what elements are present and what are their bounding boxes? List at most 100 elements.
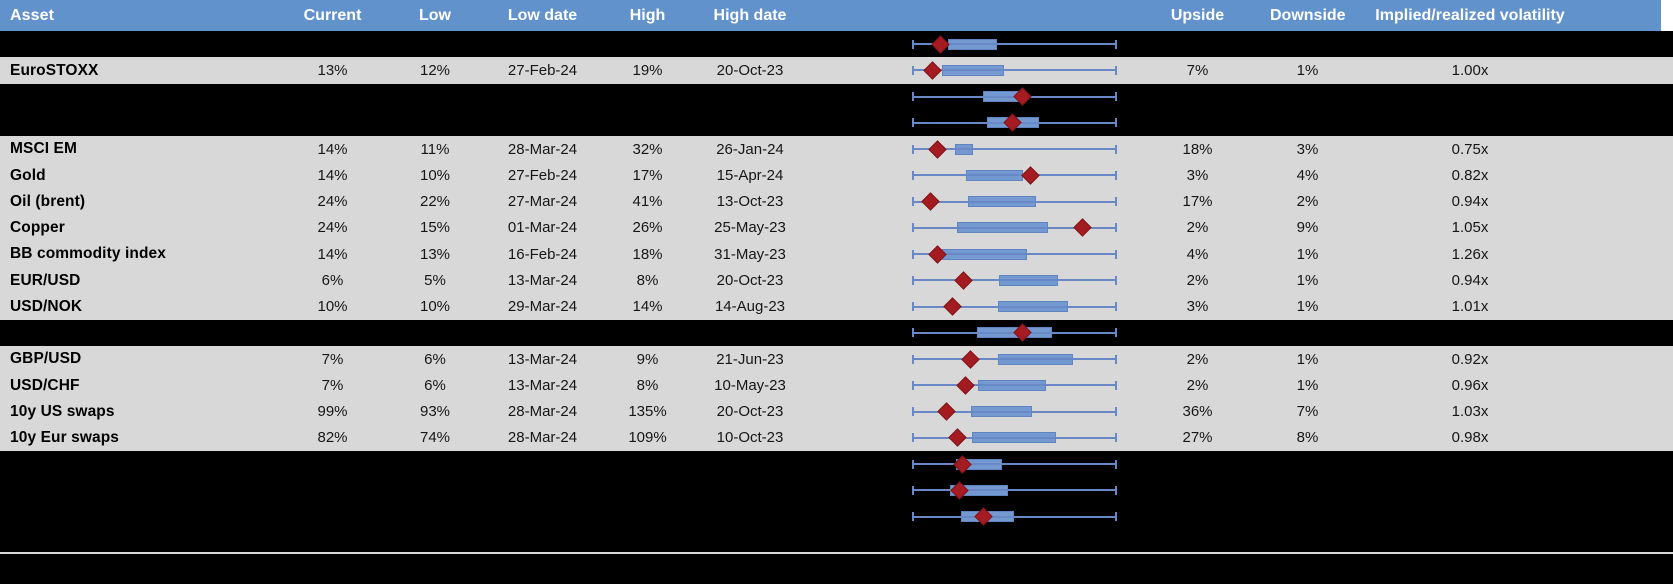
cell-high_date[interactable]: 20-Oct-23 [716,61,784,79]
cell-ratio[interactable]: 0.98x [1451,429,1489,447]
cell-high_date[interactable]: 10-May-23 [714,376,786,394]
cell-ratio[interactable]: 1.01x [1451,298,1489,316]
cell-high[interactable]: 109% [628,429,667,447]
cell-label[interactable]: Copper [10,219,65,237]
cell-downside[interactable]: 1% [1296,350,1319,368]
cell-low[interactable]: 10% [419,298,451,316]
header-cell-upside[interactable]: Upside [1170,6,1225,24]
cell-downside[interactable]: 1% [1296,61,1319,79]
cell-upside[interactable]: 27% [1182,429,1213,447]
cell-low_date[interactable]: 29-Mar-24 [507,298,578,316]
cell-high_date[interactable]: 13-Oct-23 [716,193,784,211]
cell-low[interactable]: 22% [419,193,451,211]
cell-low[interactable]: 11% [420,140,450,158]
cell-downside[interactable]: 2% [1296,193,1319,211]
header-cell-high[interactable]: High [629,6,666,24]
cell-high[interactable]: 8% [636,271,659,289]
cell-low[interactable]: 13% [419,245,451,263]
cell-high[interactable]: 9% [636,350,659,368]
cell-low_date[interactable]: 28-Mar-24 [507,403,578,421]
cell-high_date[interactable]: 14-Aug-23 [714,298,786,316]
cell-label[interactable]: BB commodity index [10,245,166,263]
cell-downside[interactable]: 1% [1296,271,1319,289]
header-cell-high_date[interactable]: High date [713,6,787,24]
cell-ratio[interactable]: 0.94x [1451,271,1489,289]
cell-high_date[interactable]: 31-May-23 [714,245,786,263]
cell-high_date[interactable]: 21-Jun-23 [716,350,784,368]
header-cell-current[interactable]: Current [303,6,362,24]
header-cell-ratio[interactable]: Implied/realized volatility [1375,6,1565,24]
cell-downside[interactable]: 1% [1296,376,1319,394]
cell-low_date[interactable]: 27-Feb-24 [507,61,578,79]
cell-high_date[interactable]: 20-Oct-23 [716,403,784,421]
cell-low_date[interactable]: 27-Mar-24 [507,193,578,211]
cell-high[interactable]: 19% [632,61,663,79]
cell-label[interactable]: EUR/USD [10,271,81,289]
cell-current[interactable]: 99% [317,403,348,421]
cell-high[interactable]: 26% [632,219,663,237]
cell-low[interactable]: 6% [424,376,446,394]
cell-current[interactable]: 14% [317,245,348,263]
cell-low[interactable]: 6% [424,350,446,368]
cell-label[interactable]: MSCI EM [10,140,78,158]
cell-high[interactable]: 17% [632,166,663,184]
header-cell-downside[interactable]: Downside [1270,6,1346,24]
cell-high[interactable]: 135% [628,403,667,421]
cell-high[interactable]: 32% [632,140,663,158]
cell-ratio[interactable]: 0.94x [1451,193,1489,211]
cell-upside[interactable]: 2% [1186,271,1209,289]
cell-high[interactable]: 8% [636,376,659,394]
cell-downside[interactable]: 1% [1296,298,1319,316]
cell-current[interactable]: 24% [317,193,348,211]
cell-upside[interactable]: 18% [1182,140,1213,158]
cell-label[interactable]: USD/CHF [10,376,80,394]
cell-ratio[interactable]: 1.00x [1451,61,1489,79]
cell-downside[interactable]: 7% [1296,403,1319,421]
header-cell-low_date[interactable]: Low date [507,6,578,24]
cell-upside[interactable]: 2% [1186,350,1209,368]
cell-downside[interactable]: 3% [1296,140,1319,158]
cell-current[interactable]: 7% [321,350,344,368]
cell-high[interactable]: 14% [632,298,663,316]
cell-ratio[interactable]: 1.26x [1451,245,1489,263]
cell-downside[interactable]: 1% [1296,245,1319,263]
cell-current[interactable]: 7% [321,376,344,394]
cell-low_date[interactable]: 13-Mar-24 [507,271,578,289]
cell-ratio[interactable]: 0.75x [1451,140,1489,158]
cell-high_date[interactable]: 15-Apr-24 [716,166,784,184]
cell-upside[interactable]: 4% [1186,245,1209,263]
cell-ratio[interactable]: 1.03x [1451,403,1489,421]
cell-low_date[interactable]: 16-Feb-24 [507,245,578,263]
cell-upside[interactable]: 36% [1182,403,1213,421]
cell-upside[interactable]: 3% [1186,298,1209,316]
cell-ratio[interactable]: 0.96x [1451,376,1489,394]
cell-label[interactable]: USD/NOK [10,297,83,315]
cell-low[interactable]: 74% [419,429,451,447]
cell-downside[interactable]: 9% [1296,219,1319,237]
cell-upside[interactable]: 17% [1182,193,1213,211]
cell-low_date[interactable]: 13-Mar-24 [507,350,578,368]
cell-low_date[interactable]: 01-Mar-24 [507,219,578,237]
cell-current[interactable]: 10% [317,298,348,316]
cell-ratio[interactable]: 1.05x [1451,219,1489,237]
cell-label[interactable]: GBP/USD [10,350,82,368]
cell-downside[interactable]: 8% [1296,429,1319,447]
cell-current[interactable]: 6% [321,271,344,289]
cell-upside[interactable]: 2% [1186,376,1209,394]
cell-low[interactable]: 12% [419,61,451,79]
cell-label[interactable]: Gold [10,166,46,184]
cell-high_date[interactable]: 20-Oct-23 [716,271,784,289]
cell-label[interactable]: 10y Eur swaps [10,429,119,447]
cell-upside[interactable]: 7% [1186,61,1209,79]
cell-low[interactable]: 93% [419,403,451,421]
cell-low[interactable]: 10% [419,166,451,184]
cell-current[interactable]: 14% [317,140,348,158]
cell-label[interactable]: 10y US swaps [10,402,115,420]
header-cell-label[interactable]: Asset [10,6,55,24]
cell-ratio[interactable]: 0.92x [1451,350,1489,368]
header-cell-low[interactable]: Low [419,6,451,24]
cell-current[interactable]: 24% [317,219,348,237]
cell-ratio[interactable]: 0.82x [1451,166,1489,184]
cell-upside[interactable]: 3% [1186,166,1209,184]
cell-high_date[interactable]: 25-May-23 [714,219,786,237]
